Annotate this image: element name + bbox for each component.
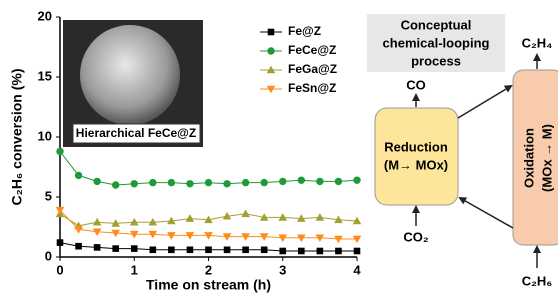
marker (205, 247, 212, 254)
reactant-label: CO₂ (403, 229, 429, 244)
product-label: C₂H₄ (522, 35, 553, 50)
marker (56, 148, 63, 155)
legend-marker (268, 29, 275, 36)
figure: Hierarchical FeCe@Z 0 5 10 15 20 0 1 2 3 4 Time on … (0, 0, 558, 294)
marker (94, 244, 101, 251)
marker (279, 178, 286, 185)
y-tick-label: 20 (38, 8, 52, 23)
legend-label: FeCe@Z (288, 43, 336, 57)
marker (168, 179, 175, 186)
marker (316, 213, 325, 221)
marker (131, 180, 138, 187)
legend-label: FeGa@Z (288, 62, 337, 76)
legend-label: FeSn@Z (288, 81, 336, 95)
marker (186, 214, 195, 222)
marker (112, 181, 119, 188)
marker (186, 180, 193, 187)
arrow (458, 86, 511, 118)
marker (298, 177, 305, 184)
marker (93, 218, 102, 226)
diagram-title: chemical-looping (383, 35, 490, 50)
marker (205, 179, 212, 186)
x-tick-label: 2 (205, 262, 212, 277)
marker (75, 172, 82, 179)
y-tick-label: 0 (45, 248, 52, 263)
marker (131, 245, 138, 252)
x-tick-label: 1 (131, 262, 138, 277)
marker (57, 239, 64, 246)
marker (187, 247, 194, 254)
marker (112, 245, 119, 252)
marker (242, 247, 249, 254)
inset-label: Hierarchical FeCe@Z (76, 126, 196, 140)
marker (224, 247, 231, 254)
marker (298, 248, 305, 255)
diagram: Conceptual chemical-looping process Redu… (367, 14, 558, 288)
marker (335, 178, 342, 185)
reactant-label: C₂H₆ (522, 273, 553, 288)
x-tick-label: 4 (353, 262, 361, 277)
marker (260, 179, 267, 186)
oxidation-label: (MOx → M) (539, 124, 554, 192)
marker (353, 177, 360, 184)
diagram-title: Conceptual (401, 17, 472, 32)
y-tick-label: 5 (45, 188, 52, 203)
marker (335, 248, 342, 255)
x-tick-label: 3 (279, 262, 286, 277)
marker (261, 247, 268, 254)
marker (241, 210, 250, 218)
marker (223, 180, 230, 187)
marker (93, 178, 100, 185)
y-tick-label: 10 (38, 128, 52, 143)
marker (149, 179, 156, 186)
marker (279, 248, 286, 255)
x-tick-label: 0 (56, 262, 63, 277)
marker (168, 247, 175, 254)
x-axis-title: Time on stream (h) (146, 277, 271, 293)
reduction-label: Reduction (384, 139, 448, 154)
legend-label: Fe@Z (288, 24, 321, 38)
inset-particle (80, 25, 180, 125)
chart: Hierarchical FeCe@Z 0 5 10 15 20 0 1 2 3 4 Time on … (9, 8, 362, 292)
marker (242, 179, 249, 186)
y-tick-label: 15 (38, 68, 52, 83)
oxidation-label: Oxidation (521, 128, 536, 188)
marker (75, 243, 82, 250)
product-label: CO (406, 77, 426, 92)
marker (317, 248, 324, 255)
y-axis-title: C₂H₆ conversion (%) (9, 68, 25, 205)
marker (354, 248, 361, 255)
arrow (460, 198, 513, 228)
marker (150, 247, 157, 254)
legend-marker (267, 47, 274, 54)
diagram-title: process (411, 53, 461, 68)
reduction-label: (M→ MOx) (384, 157, 448, 172)
marker (316, 178, 323, 185)
